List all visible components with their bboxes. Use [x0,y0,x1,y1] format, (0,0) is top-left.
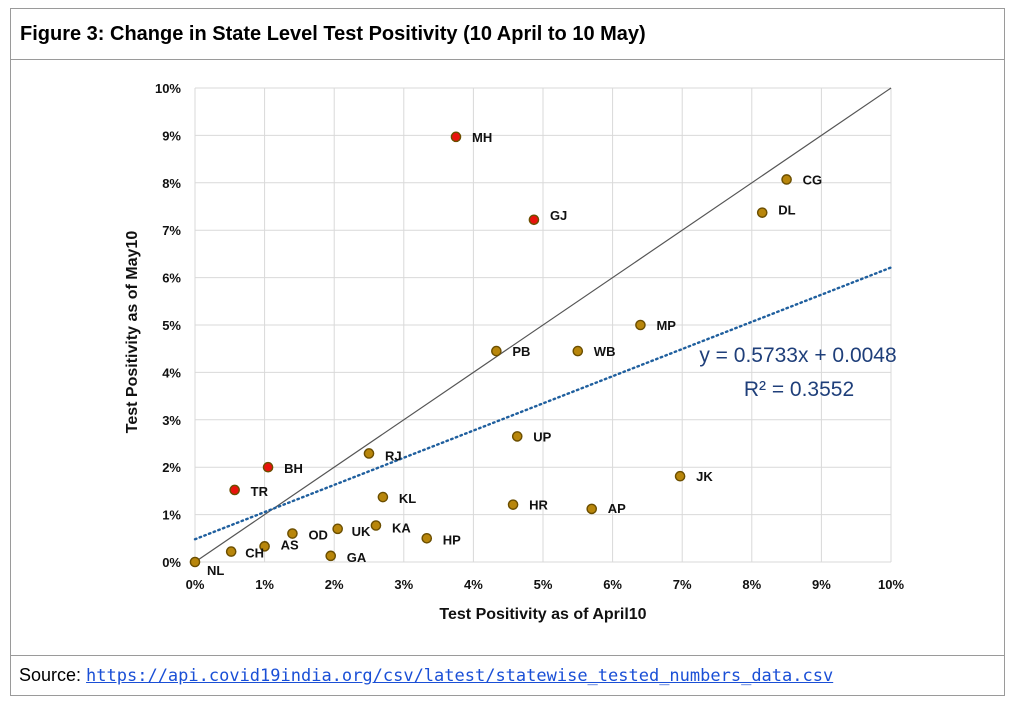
y-tick-label: 6% [162,271,181,286]
x-tick-label: 6% [603,577,622,592]
x-tick-label: 9% [812,577,831,592]
y-tick-label: 4% [162,365,181,380]
point-label-hp: HP [443,532,461,547]
data-point-jk [674,470,686,482]
y-tick-label: 10% [155,81,181,96]
y-tick-label: 0% [162,555,181,570]
x-tick-label: 4% [464,577,483,592]
data-point-gj [528,214,540,226]
x-tick-label: 10% [878,577,904,592]
x-tick-label: 5% [534,577,553,592]
point-label-dl: DL [778,203,795,218]
point-layer: MH CG DL GJ MP PB WB UP RJ BH JK TR KL HR AP KA UK OD HP AS… [189,130,823,578]
x-tick-label: 0% [186,577,205,592]
data-point-mh [450,131,462,143]
point-label-ch: CH [245,546,264,561]
point-label-rj: RJ [385,448,402,463]
grid-layer [194,87,892,563]
x-tick-label: 2% [325,577,344,592]
trendline [193,266,893,541]
point-label-pb: PB [512,344,530,359]
data-point-kl [377,491,389,503]
point-label-ap: AP [608,501,626,516]
data-point-hp [421,532,433,544]
point-label-od: OD [308,528,328,543]
data-point-cg [781,174,792,185]
data-point-mp [635,319,646,331]
y-tick-label: 5% [162,318,181,333]
trend-r-squared: R² = 0.3552 [744,378,854,401]
data-point-wb [572,345,584,357]
point-label-up: UP [533,429,551,444]
data-point-up [511,431,523,442]
data-point-tr [229,484,240,496]
y-tick-label: 3% [162,413,181,428]
y-tick-label: 7% [162,223,181,238]
data-point-hr [507,499,519,510]
point-label-cg: CG [803,172,823,187]
y-tick-label: 2% [162,460,181,475]
point-label-mh: MH [472,130,492,145]
point-label-mp: MP [656,318,676,333]
source-label: Source: [19,665,87,685]
point-label-hr: HR [529,498,548,513]
data-point-ap [586,503,598,515]
chart-area: 0% 1% 2% 3% 4% 5% 6% 7% 8% 9% 10% 0% 1% 2% 3% 4% 5% 6% 7% 8… [11,59,1004,655]
point-label-bh: BH [284,461,303,476]
x-tick-label: 7% [673,577,692,592]
y-tick-label: 1% [162,508,181,523]
scatter-chart: 0% 1% 2% 3% 4% 5% 6% 7% 8% 9% 10% 0% 1% 2% 3% 4% 5% 6% 7% 8… [124,81,904,623]
data-point-ka [370,520,382,531]
title-bar: Figure 3: Change in State Level Test Pos… [11,9,1004,60]
point-label-ka: KA [392,521,411,536]
source-text: Source: https://api.covid19india.org/csv… [19,665,833,686]
tick-layer: 0% 1% 2% 3% 4% 5% 6% 7% 8% 9% 10% 0% 1% 2% 3% 4% 5% 6% 7% 8… [155,81,904,592]
trend-equation: y = 0.5733x + 0.0048 [699,344,896,367]
point-label-wb: WB [594,344,616,359]
source-link[interactable]: https://api.covid19india.org/csv/latest/… [86,666,834,686]
x-tick-label: 8% [742,577,761,592]
line-layer [193,87,893,563]
point-label-uk: UK [352,524,371,539]
data-point-od [287,528,298,539]
point-label-tr: TR [251,484,269,499]
source-bar: Source: https://api.covid19india.org/csv… [11,655,1004,695]
point-label-as: AS [281,537,299,552]
x-tick-label: 1% [255,577,274,592]
x-axis-title: Test Positivity as of April10 [439,606,646,623]
data-point-rj [363,448,375,459]
reference-line-y-equals-x [194,87,892,563]
point-label-ga: GA [347,550,367,565]
point-label-nl: NL [207,563,224,578]
data-point-uk [332,523,343,535]
figure-title: Figure 3: Change in State Level Test Pos… [20,23,646,45]
y-tick-label: 8% [162,176,181,191]
data-point-as [259,541,270,552]
data-point-ga [325,550,337,562]
x-tick-label: 3% [394,577,413,592]
data-point-bh [262,461,274,473]
point-label-kl: KL [399,491,416,506]
data-point-dl [756,207,768,218]
point-label-jk: JK [696,469,713,484]
y-axis-title: Test Positivity as of May10 [124,231,141,434]
y-tick-label: 9% [162,128,181,143]
data-point-ch [225,546,237,557]
data-point-pb [491,345,502,357]
figure-frame: Figure 3: Change in State Level Test Pos… [10,8,1005,696]
point-label-gj: GJ [550,208,567,223]
data-point-nl [189,556,201,568]
